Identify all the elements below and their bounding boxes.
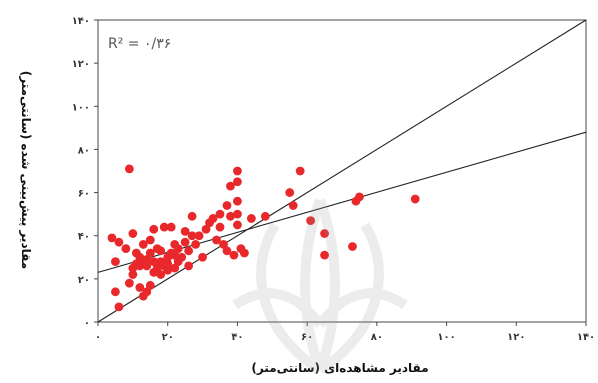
- data-point: [149, 224, 159, 234]
- data-point: [226, 211, 235, 221]
- data-point: [187, 211, 197, 221]
- data-point: [124, 278, 134, 288]
- data-point: [233, 220, 242, 230]
- y-tick-label: ۸۰: [78, 145, 90, 156]
- x-tick-label: ۸۰: [371, 332, 383, 343]
- data-point: [222, 246, 232, 256]
- data-point: [348, 242, 357, 251]
- data-point: [121, 244, 131, 254]
- data-point: [180, 237, 190, 247]
- data-point: [107, 233, 117, 243]
- data-point: [128, 229, 138, 238]
- data-point: [246, 214, 256, 223]
- data-point: [229, 250, 239, 260]
- y-tick-label: ۱۴۰: [72, 16, 90, 27]
- data-point: [170, 250, 180, 260]
- data-point: [233, 196, 242, 206]
- data-point: [145, 248, 155, 258]
- y-tick-label: ۲۰: [78, 275, 90, 286]
- data-point: [184, 261, 194, 271]
- data-point: [156, 246, 166, 256]
- data-point: [142, 261, 152, 271]
- y-tick-label: ۱۰۰: [72, 102, 90, 113]
- data-point: [173, 244, 183, 254]
- data-point: [145, 280, 155, 290]
- data-point: [138, 239, 148, 249]
- regression-lines: [97, 19, 587, 323]
- data-point: [260, 211, 270, 221]
- x-axis-title: مقادیر مشاهده‌ای (سانتی‌متر): [251, 361, 428, 375]
- y-tick-label: ۶۰: [78, 189, 90, 200]
- data-point: [135, 283, 145, 292]
- r-squared-annotation: R² = ۰/۳۶: [108, 36, 171, 52]
- data-point: [226, 181, 235, 191]
- data-point: [177, 252, 187, 262]
- data-point: [187, 231, 197, 241]
- data-point: [240, 248, 249, 258]
- x-tick-label: ۱۲۰: [507, 332, 525, 343]
- data-point: [114, 237, 124, 247]
- data-point: [215, 209, 225, 219]
- data-point: [163, 259, 173, 269]
- x-tick-label: ۰: [95, 332, 101, 343]
- data-point: [142, 287, 152, 297]
- data-point: [355, 192, 364, 202]
- data-points: [107, 164, 420, 312]
- y-tick-label: ۴۰: [78, 232, 90, 243]
- axis-labels: ۰ ۲۰ ۴۰ ۶۰ ۸۰ ۱۰۰ ۱۲۰ ۱۴۰ ۰ ۲۰ ۴۰ ۶۰ ۸۰ ۱۰۰ ۱۲۰ ۱۴۰: [72, 16, 595, 343]
- data-point: [191, 239, 201, 249]
- data-point: [233, 177, 242, 187]
- data-point: [111, 287, 120, 297]
- data-point: [201, 224, 211, 234]
- data-point: [152, 263, 162, 273]
- data-point: [149, 257, 159, 266]
- data-point: [135, 252, 145, 262]
- data-point: [124, 164, 134, 174]
- data-point: [142, 255, 152, 264]
- data-point: [194, 231, 204, 241]
- data-point: [222, 201, 232, 210]
- x-tick-label: ۶۰: [301, 332, 313, 343]
- data-point: [111, 257, 120, 266]
- identity-line: [97, 19, 587, 323]
- data-point: [114, 302, 124, 312]
- data-point: [159, 222, 169, 232]
- x-tick-label: ۱۴۰: [577, 332, 595, 343]
- data-point: [320, 229, 329, 238]
- data-point: [320, 250, 329, 260]
- data-point: [184, 246, 194, 256]
- x-tick-label: ۱۰۰: [437, 332, 455, 343]
- y-tick-label: ۱۲۰: [72, 59, 90, 70]
- data-point: [288, 201, 298, 210]
- data-point: [198, 252, 207, 262]
- data-point: [306, 216, 316, 226]
- plot-frame: [97, 19, 587, 323]
- data-point: [233, 166, 242, 176]
- data-point: [163, 265, 173, 275]
- plot-area: [97, 19, 587, 323]
- data-point: [285, 188, 295, 197]
- axes: [94, 19, 587, 326]
- data-point: [212, 235, 221, 245]
- data-point: [219, 239, 228, 249]
- data-point: [233, 209, 242, 219]
- data-point: [145, 235, 155, 245]
- data-point: [208, 214, 218, 223]
- data-point: [295, 166, 305, 176]
- y-axis-title: مقادیر پیش‌بینی شده (سانتی‌متر): [19, 71, 33, 269]
- data-point: [170, 263, 180, 273]
- y-tick-label: ۰: [84, 318, 90, 329]
- data-point: [180, 227, 190, 236]
- x-tick-label: ۲۰: [162, 332, 174, 343]
- data-point: [410, 194, 420, 204]
- data-point: [128, 270, 138, 279]
- data-point: [156, 270, 166, 279]
- data-point: [166, 222, 176, 232]
- x-tick-label: ۴۰: [231, 332, 243, 343]
- data-point: [215, 222, 225, 232]
